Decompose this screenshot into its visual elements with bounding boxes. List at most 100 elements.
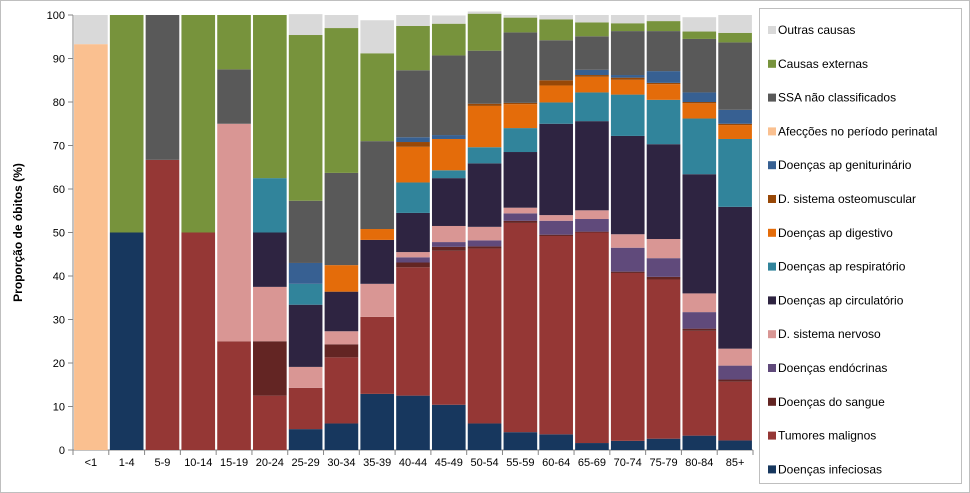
- bar-segment: [145, 15, 180, 160]
- legend-label: D. sistema osteomuscular: [778, 192, 916, 206]
- bar-segment: [718, 365, 752, 380]
- bar-segment: [718, 109, 752, 124]
- bar-segment: [646, 276, 681, 280]
- bar-segment: [682, 330, 717, 436]
- y-tick-label: 10: [53, 402, 65, 414]
- bar-segment: [467, 103, 502, 106]
- bar-segment: [610, 440, 645, 450]
- legend-swatch: [768, 397, 776, 406]
- bar-segment: [288, 283, 323, 305]
- legend-swatch: [768, 228, 776, 237]
- bar-segment: [253, 341, 287, 396]
- bar-segment: [539, 220, 573, 235]
- bar-segment: [718, 15, 752, 33]
- bar-segment: [539, 85, 573, 103]
- bar-segment: [360, 239, 395, 284]
- bar-segment: [360, 141, 395, 230]
- x-tick-label: 85+: [726, 457, 745, 469]
- bar-segment: [646, 144, 681, 240]
- bar-segment: [539, 80, 573, 86]
- bar-segment: [253, 232, 287, 287]
- legend-label: Doenças ap digestivo: [778, 226, 893, 240]
- bar-segment: [324, 331, 359, 345]
- bars: [74, 11, 752, 451]
- bar-segment: [503, 32, 538, 103]
- bar-segment: [467, 11, 502, 14]
- x-tick-label: 10-14: [184, 457, 212, 469]
- bar-segment: [539, 434, 573, 450]
- bar-segment: [575, 36, 609, 70]
- bar-segment: [610, 75, 645, 78]
- bar-segment: [539, 215, 573, 221]
- bar-segment: [324, 265, 359, 292]
- bar-segment: [718, 42, 752, 110]
- y-tick-label: 60: [53, 184, 65, 196]
- bar-segment: [253, 178, 287, 233]
- bar-segment: [539, 234, 573, 236]
- legend-swatch: [768, 26, 776, 34]
- bar-segment: [610, 272, 645, 441]
- bar-segment: [575, 22, 609, 37]
- bar-segment: [610, 15, 645, 24]
- bar-segment: [575, 69, 609, 76]
- x-tick-label: 65-69: [578, 457, 606, 469]
- bar-segment: [682, 174, 717, 294]
- bar-segment: [288, 262, 323, 284]
- bar-segment: [575, 232, 609, 444]
- x-tick-label: 20-24: [256, 457, 284, 469]
- bar-segment: [539, 123, 573, 216]
- bar-segment: [575, 76, 609, 93]
- bar-segment: [217, 123, 251, 342]
- bar-segment: [610, 23, 645, 32]
- x-tick-label: 25-29: [292, 457, 320, 469]
- bar-segment: [253, 395, 287, 451]
- bar-segment: [396, 212, 430, 253]
- bar-segment: [396, 262, 430, 268]
- bar-segment: [646, 279, 681, 439]
- bar-segment: [503, 213, 538, 221]
- legend-label: SSA não classificados: [778, 91, 896, 105]
- y-axis-label: Proporção de óbitos (%): [11, 163, 25, 302]
- legend-swatch: [768, 330, 776, 339]
- bar-segment: [610, 247, 645, 272]
- bar-segment: [181, 15, 216, 233]
- x-tick-label: 80-84: [685, 457, 713, 469]
- bar-segment: [467, 13, 502, 51]
- bar-segment: [682, 102, 717, 104]
- bar-segment: [575, 75, 609, 77]
- bar-segment: [360, 20, 395, 54]
- bar-segment: [503, 17, 538, 33]
- bar-segment: [324, 28, 359, 173]
- bar-segment: [575, 231, 609, 233]
- x-tick-label: 45-49: [435, 457, 463, 469]
- bar-segment: [503, 102, 538, 105]
- bar-segment: [360, 316, 395, 394]
- bar-segment: [539, 102, 573, 124]
- y-tick-label: 20: [53, 358, 65, 370]
- y-tick-label: 80: [53, 97, 65, 109]
- bar-segment: [324, 15, 359, 29]
- x-tick-label: 60-64: [542, 457, 570, 469]
- bar-segment: [467, 50, 502, 104]
- legend-swatch: [768, 195, 776, 203]
- bar-segment: [288, 35, 323, 201]
- legend-swatch: [768, 93, 776, 102]
- legend-label: Doenças infeciosas: [778, 462, 882, 476]
- bar-segment: [324, 344, 359, 358]
- bar-segment: [718, 138, 752, 207]
- bar-segment: [682, 328, 717, 331]
- bar-segment: [396, 25, 430, 71]
- legend-swatch: [768, 465, 776, 474]
- bar-segment: [396, 267, 430, 396]
- bar-segment: [467, 423, 502, 450]
- x-tick-label: 75-79: [649, 457, 677, 469]
- bar-segment: [396, 142, 430, 147]
- bar-segment: [682, 118, 717, 175]
- bar-segment: [610, 135, 645, 235]
- bar-segment: [431, 170, 466, 179]
- x-tick-label: 1-4: [119, 457, 135, 469]
- bar-segment: [610, 79, 645, 95]
- bar-segment: [646, 239, 681, 259]
- legend-label: Afecções no período perinatal: [778, 124, 937, 138]
- bar-segment: [109, 232, 144, 450]
